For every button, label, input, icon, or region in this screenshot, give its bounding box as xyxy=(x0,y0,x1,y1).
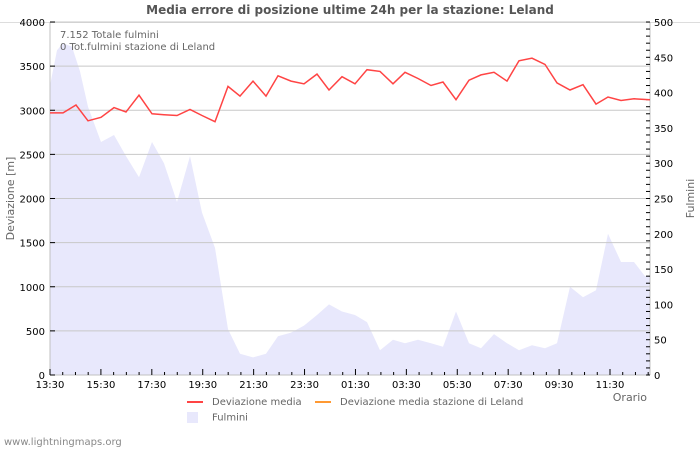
x-axis-tick-label: 23:30 xyxy=(290,380,319,391)
total-strikes-annotation: 7.152 Totale fulmini xyxy=(60,30,159,41)
chart-title: Media errore di posizione ultime 24h per… xyxy=(146,3,554,17)
legend-label: Deviazione media stazione di Leland xyxy=(340,397,524,408)
right-axis-title: Fulmini xyxy=(684,179,697,219)
right-axis-tick-label: 400 xyxy=(654,89,673,100)
left-axis-tick-label: 3000 xyxy=(20,106,45,117)
legend-item-fulmini: Fulmini xyxy=(187,412,248,424)
right-axis-tick-label: 150 xyxy=(654,265,673,276)
legend-item-deviazione-media: Deviazione media xyxy=(187,397,302,408)
x-axis-tick-label: 19:30 xyxy=(188,380,217,391)
right-axis-tick-label: 500 xyxy=(654,18,673,29)
right-axis-tick-label: 100 xyxy=(654,300,673,311)
x-axis-tick-label: 21:30 xyxy=(239,380,268,391)
legend-item-deviazione-stazione: Deviazione media stazione di Leland xyxy=(315,397,523,408)
x-axis-tick-label: 09:30 xyxy=(545,380,574,391)
x-axis-tick-label: 05:30 xyxy=(443,380,472,391)
left-axis-tick-label: 0 xyxy=(39,371,45,382)
left-axis-title: Deviazione [m] xyxy=(4,157,17,241)
legend-swatch-area xyxy=(187,412,198,423)
x-axis-tick-label: 03:30 xyxy=(392,380,421,391)
right-axis-tick-label: 300 xyxy=(654,159,673,170)
legend-label: Deviazione media xyxy=(212,397,302,408)
right-axis-tick-label: 450 xyxy=(654,53,673,64)
lightning-count-area xyxy=(50,43,650,375)
x-axis-tick-label: 07:30 xyxy=(494,380,523,391)
x-axis-tick-label: 11:30 xyxy=(596,380,625,391)
legend-swatch-line-red xyxy=(187,401,203,403)
x-axis-tick-label: 15:30 xyxy=(86,380,115,391)
legend-swatch-line-orange xyxy=(315,401,331,403)
deviazione-media-line xyxy=(50,57,651,123)
x-axis-title: Orario xyxy=(613,391,648,404)
left-axis-tick-label: 1500 xyxy=(20,239,45,250)
x-axis-tick-label: 17:30 xyxy=(137,380,166,391)
x-axis-tick-label: 01:30 xyxy=(341,380,370,391)
left-axis-tick-label: 500 xyxy=(26,327,45,338)
legend-label: Fulmini xyxy=(212,412,248,424)
x-axis-tick-label: 13:30 xyxy=(36,380,65,391)
left-axis-tick-label: 3500 xyxy=(20,62,45,73)
left-axis-tick-label: 1000 xyxy=(20,283,45,294)
left-axis-tick-label: 2500 xyxy=(20,150,45,161)
right-axis-tick-label: 200 xyxy=(654,230,673,241)
right-axis-tick-label: 250 xyxy=(654,195,673,206)
right-axis-tick-label: 0 xyxy=(654,371,660,382)
right-axis-tick-label: 350 xyxy=(654,124,673,135)
left-axis-tick-label: 2000 xyxy=(20,195,45,206)
site-credit: www.lightningmaps.org xyxy=(4,437,122,448)
right-axis-tick-label: 50 xyxy=(654,336,667,347)
station-strikes-annotation: 0 Tot.fulmini stazione di Leland xyxy=(60,42,216,53)
left-axis-tick-label: 4000 xyxy=(20,18,45,29)
